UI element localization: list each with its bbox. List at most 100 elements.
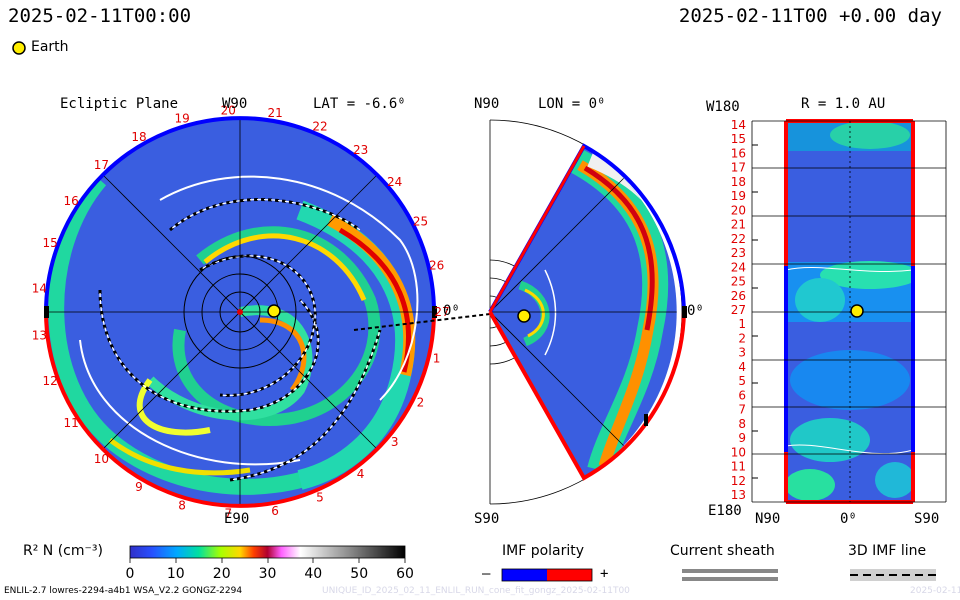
carrington-label: 23 <box>353 143 368 157</box>
latlon-y-labels: 1415161718192021222324252627123456789101… <box>731 118 746 502</box>
carrington-label: 20 <box>221 103 236 117</box>
carrington-label: 26 <box>429 258 444 272</box>
carrington-label: 5 <box>316 491 324 505</box>
carrington-label: 11 <box>64 416 79 430</box>
right-timestamp: 2025-02-11T00 +0.00 day <box>678 5 942 27</box>
latlon-title: R = 1.0 AU <box>801 96 886 112</box>
ecliptic-lat-label: LAT = -6.6⁰ <box>313 96 406 112</box>
latlon-y-label: 7 <box>738 403 746 417</box>
carrington-label: 21 <box>267 106 282 120</box>
latlon-y-label: 25 <box>731 275 746 289</box>
latlon-y-label: 8 <box>738 417 746 431</box>
carrington-label: 7 <box>224 507 232 521</box>
latlon-y-label: 17 <box>731 161 746 175</box>
carrington-label: 15 <box>43 236 58 250</box>
latlon-x-tick-n90: N90 <box>755 511 781 527</box>
imf-plus-label: + <box>600 566 609 582</box>
current-sheath-title: Current sheath <box>670 543 775 559</box>
latlon-y-label: 26 <box>731 289 746 303</box>
imf-line-title: 3D IMF line <box>848 543 927 559</box>
earth-legend-dot <box>12 41 26 55</box>
carrington-label: 18 <box>131 130 146 144</box>
colorbar-tick-label: 20 <box>213 566 231 582</box>
carrington-label: 10 <box>94 452 109 466</box>
carrington-label: 17 <box>94 158 109 172</box>
meridional-lon-label: LON = 0⁰ <box>538 96 606 112</box>
latlon-y-label: 10 <box>731 445 746 459</box>
latlon-y-label: 15 <box>731 132 746 146</box>
colorbar-label: R² N (cm⁻³) <box>23 543 103 559</box>
imf-minus-label: – <box>482 566 491 582</box>
carrington-label: 6 <box>271 504 279 518</box>
latlon-y-label: 14 <box>731 118 746 132</box>
ecliptic-right-label: 0⁰ <box>443 303 460 319</box>
ecliptic-disc <box>44 116 437 508</box>
meridional-top-label: N90 <box>474 96 500 112</box>
latlon-y-label: 6 <box>738 388 746 402</box>
latlon-y-label: 24 <box>731 260 746 274</box>
left-timestamp: 2025-02-11T00:00 <box>8 5 192 27</box>
carrington-label: 24 <box>387 175 402 189</box>
carrington-label: 16 <box>64 194 79 208</box>
earth-sun-line <box>353 313 491 331</box>
ecliptic-bottom-label: E90 <box>224 511 250 527</box>
colorbar-tick-label: 50 <box>350 566 368 582</box>
colorbar-tick-label: 10 <box>167 566 185 582</box>
colorbar-tick-label: 60 <box>396 566 414 582</box>
carrington-label: 19 <box>174 112 189 126</box>
colorbar-tick-label: 40 <box>304 566 322 582</box>
latlon-y-label: 9 <box>738 431 746 445</box>
carrington-label: 27 <box>434 305 449 319</box>
earth-marker-meridional <box>517 309 531 323</box>
imf-polarity-swatch <box>501 568 593 582</box>
model-info: ENLIL-2.7 lowres-2294-a4b1 WSA_V2.2 GONG… <box>4 586 243 596</box>
carrington-label: 3 <box>391 435 399 449</box>
latlon-y-label: 1 <box>738 317 746 331</box>
watermark-date: 2025-02-11 <box>910 586 960 596</box>
carrington-label: 22 <box>312 120 327 134</box>
carrington-label: 9 <box>135 480 143 494</box>
latlon-y-label: 16 <box>731 147 746 161</box>
latlon-y-label: 19 <box>731 189 746 203</box>
latlon-y-label: 5 <box>738 374 746 388</box>
meridional-right-label: 0⁰ <box>687 303 704 319</box>
latlon-y-label: 4 <box>738 360 746 374</box>
latlon-y-label: 22 <box>731 232 746 246</box>
ecliptic-top-label: W90 <box>222 96 248 112</box>
imf-line-swatch <box>850 569 936 581</box>
colorbar-tick-labels: 0 10 20 30 40 50 60 <box>126 566 414 582</box>
earth-legend-label: Earth <box>31 39 69 55</box>
latlon-y-label: 23 <box>731 246 746 260</box>
latlon-y-label: 11 <box>731 460 746 474</box>
latlon-y-label: 12 <box>731 474 746 488</box>
latlon-bottom-left-label: E180 <box>708 503 742 519</box>
latlon-y-label: 27 <box>731 303 746 317</box>
latlon-y-label: 18 <box>731 175 746 189</box>
latlon-y-label: 21 <box>731 218 746 232</box>
earth-marker-ecliptic <box>267 304 281 318</box>
latlon-y-label: 3 <box>738 346 746 360</box>
latlon-y-label: 2 <box>738 332 746 346</box>
imf-polarity-title: IMF polarity <box>502 543 585 559</box>
meridional-bottom-label: S90 <box>474 511 500 527</box>
carrington-label: 25 <box>413 214 428 228</box>
latlon-x-tick-0: 0⁰ <box>840 511 857 527</box>
carrington-label: 1 <box>433 352 441 366</box>
current-sheath-swatch <box>682 569 778 581</box>
carrington-label: 4 <box>357 467 365 481</box>
latlon-top-left-label: W180 <box>706 99 740 115</box>
carrington-label: 13 <box>32 329 47 343</box>
carrington-label: 12 <box>43 374 58 388</box>
latlon-y-label: 13 <box>731 488 746 502</box>
ecliptic-title: Ecliptic Plane <box>60 96 179 112</box>
latlon-x-tick-s90: S90 <box>914 511 940 527</box>
watermark-run-id: UNIQUE_ID_2025_02_11_ENLIL_RUN_cone_fit_… <box>322 586 630 596</box>
carrington-label: 2 <box>417 396 425 410</box>
colorbar <box>129 545 406 563</box>
colorbar-tick-label: 0 <box>126 566 135 582</box>
latlon-y-label: 20 <box>731 203 746 217</box>
colorbar-tick-label: 30 <box>259 566 277 582</box>
carrington-label: 14 <box>32 282 47 296</box>
